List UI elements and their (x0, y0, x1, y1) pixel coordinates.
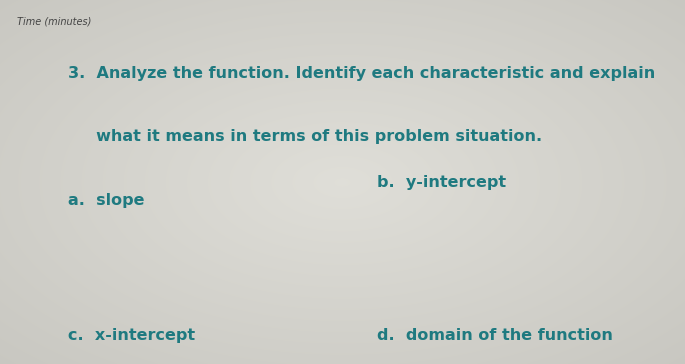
Text: Time (minutes): Time (minutes) (17, 16, 92, 26)
Text: a.  slope: a. slope (68, 193, 145, 208)
Text: b.  y-intercept: b. y-intercept (377, 175, 506, 190)
Text: 3.  Analyze the function. Identify each characteristic and explain: 3. Analyze the function. Identify each c… (68, 66, 656, 80)
Text: d.  domain of the function: d. domain of the function (377, 328, 612, 343)
Text: what it means in terms of this problem situation.: what it means in terms of this problem s… (68, 129, 543, 144)
Text: c.  x-intercept: c. x-intercept (68, 328, 196, 343)
